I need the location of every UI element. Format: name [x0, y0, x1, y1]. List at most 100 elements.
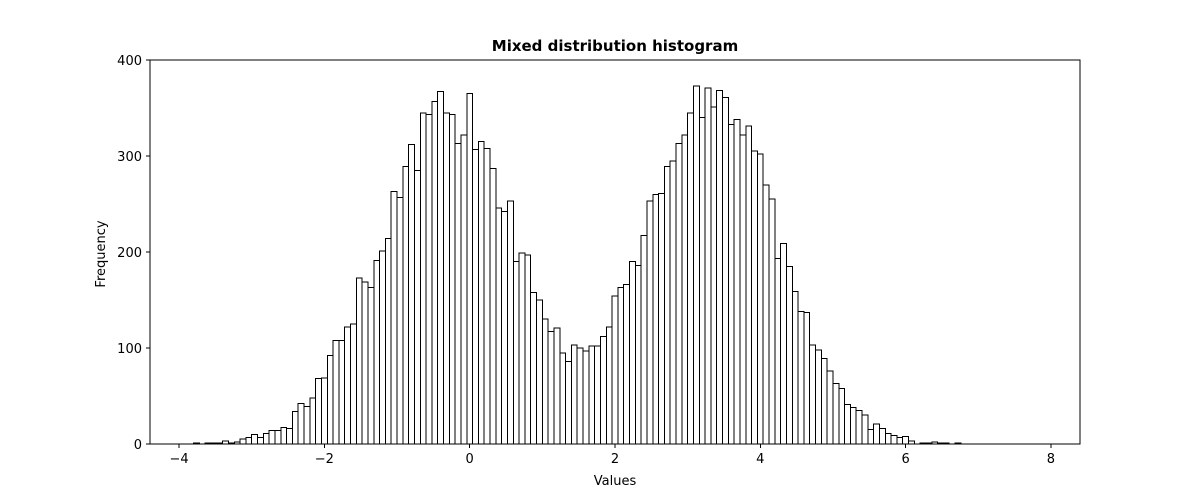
histogram-bar — [268, 430, 276, 445]
histogram-bar — [402, 166, 410, 445]
histogram-bar — [524, 254, 532, 445]
histogram-bar — [605, 326, 613, 445]
histogram-bar — [809, 344, 817, 445]
histogram-bar — [658, 192, 665, 445]
y-tick-label: 100 — [117, 342, 142, 357]
histogram-bar — [896, 436, 904, 445]
histogram-bar — [245, 436, 253, 445]
histogram-bar — [739, 134, 747, 445]
histogram-bar — [512, 261, 520, 445]
histogram-bar — [873, 423, 880, 445]
histogram-bar — [727, 123, 735, 445]
histogram-bar — [390, 191, 398, 445]
histogram-bar — [878, 428, 886, 445]
histogram-bar — [652, 193, 660, 445]
histogram-bar — [780, 242, 787, 445]
plot-frame — [149, 59, 1081, 445]
histogram-bar — [344, 326, 352, 445]
x-tick-label: 0 — [466, 452, 474, 467]
histogram-bar — [867, 429, 875, 445]
y-tick-label: 400 — [117, 54, 142, 69]
histogram-bar — [419, 112, 427, 445]
histogram-bar — [303, 406, 311, 445]
histogram-bar — [384, 238, 392, 445]
histogram-bar — [495, 207, 503, 445]
histogram-bar — [902, 435, 910, 445]
histogram-bar — [855, 409, 863, 445]
histogram-bar — [350, 323, 357, 445]
histogram-bar — [326, 355, 334, 445]
y-tick-label: 300 — [117, 150, 142, 165]
histogram-bar — [408, 143, 415, 445]
histogram-bar — [379, 250, 386, 445]
y-axis-ticks: 0 100 200 300 400 — [117, 54, 150, 453]
histogram-bar — [367, 287, 375, 445]
histogram-bar — [844, 404, 851, 445]
histogram-bar — [582, 350, 590, 445]
histogram-bar — [239, 438, 247, 445]
histogram-bar — [309, 397, 317, 445]
histogram-bar — [541, 318, 549, 445]
histogram-bar — [675, 143, 683, 445]
histogram-bar — [320, 377, 328, 445]
histogram-bar — [460, 134, 468, 445]
histogram-bar — [274, 430, 282, 445]
histogram-bar — [617, 287, 625, 445]
histogram-bar — [791, 290, 799, 445]
histogram-bar — [762, 184, 770, 445]
histogram-bar — [669, 160, 677, 445]
histogram-bar — [588, 345, 596, 445]
histogram-bar — [890, 434, 898, 445]
histogram-bar — [849, 407, 857, 445]
histogram-bar — [431, 100, 439, 445]
histogram-bar — [297, 403, 305, 445]
y-axis-label: Frequency — [94, 220, 109, 287]
histogram-bar — [437, 91, 445, 445]
histogram-bar — [373, 260, 381, 445]
y-tick-label: 0 — [134, 438, 142, 453]
histogram-bar — [506, 200, 514, 445]
x-tick-label: −2 — [315, 452, 334, 467]
histogram-bar — [733, 119, 741, 445]
histogram-bar — [710, 106, 718, 445]
histogram-bar — [315, 378, 322, 445]
histogram-bar — [629, 261, 636, 445]
histogram-bar — [448, 114, 456, 445]
histogram-bar — [477, 141, 485, 445]
histogram-bar — [646, 200, 654, 445]
histogram-bar — [257, 436, 264, 445]
histogram-bar — [355, 277, 363, 445]
histogram-bar — [623, 284, 631, 445]
histogram-bar — [745, 125, 753, 445]
histogram-bar — [599, 335, 607, 445]
histogram-bar — [570, 344, 578, 445]
histogram-bar — [884, 432, 892, 445]
histogram-bar — [536, 299, 543, 445]
histogram-bar — [687, 112, 694, 445]
histogram-bar — [483, 147, 491, 445]
histogram-bar — [838, 387, 846, 445]
x-tick-label: 6 — [901, 452, 909, 467]
histogram-bar — [553, 327, 561, 445]
histogram-bar — [815, 349, 822, 445]
histogram-bar — [756, 153, 764, 445]
histogram-bar — [716, 90, 724, 445]
histogram-bar — [332, 339, 340, 445]
histogram-bar — [425, 114, 433, 445]
histogram-bar — [547, 331, 555, 445]
histogram-bar — [530, 291, 538, 445]
histogram-bar — [472, 148, 479, 445]
histogram-bar — [826, 370, 834, 445]
histogram-bar — [518, 252, 526, 445]
histogram-bar — [698, 117, 706, 445]
histogram-bar — [565, 360, 572, 445]
histogram-bar — [774, 258, 782, 445]
histogram-bar — [797, 311, 805, 445]
histogram-bar — [611, 295, 619, 445]
histogram-bar — [501, 211, 508, 445]
histogram-bar — [785, 265, 793, 445]
histogram-bar — [594, 345, 601, 445]
histogram-bar — [291, 410, 299, 445]
histogram-bar — [861, 414, 869, 445]
histogram-bar — [820, 358, 828, 445]
